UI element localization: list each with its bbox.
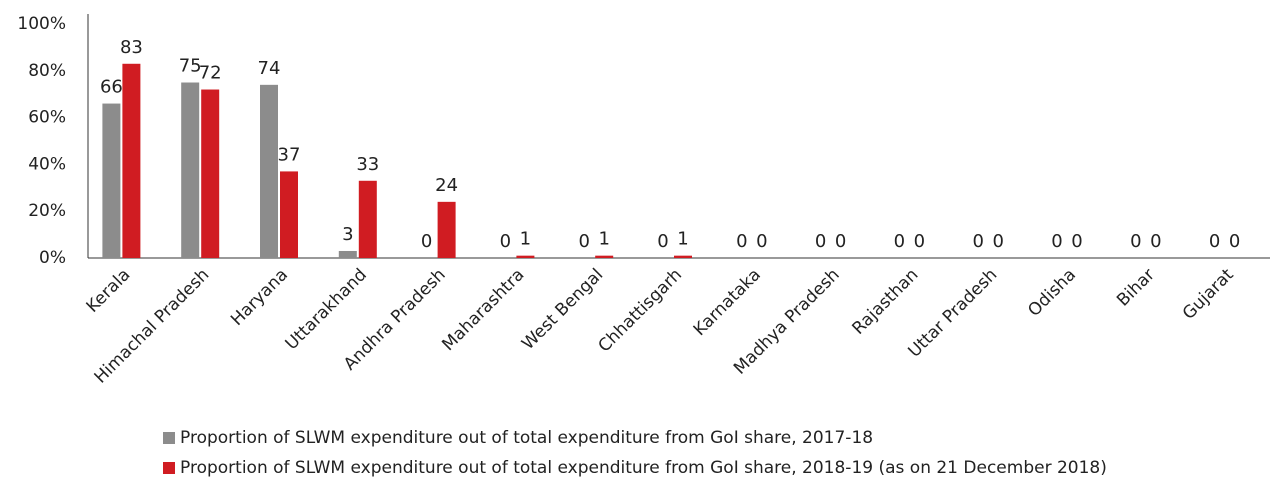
x-tick-label: Rajasthan <box>849 265 923 339</box>
bar <box>280 171 298 258</box>
data-label: 0 <box>578 231 589 252</box>
x-tick-label: Gujarat <box>1179 265 1238 324</box>
x-tick-label: Uttarakhand <box>282 265 371 354</box>
data-label: 24 <box>435 175 458 196</box>
legend-label: Proportion of SLWM expenditure out of to… <box>180 458 1107 478</box>
bar <box>122 63 141 258</box>
bar <box>674 255 692 258</box>
data-label: 0 <box>835 231 846 252</box>
data-label: 0 <box>500 231 511 252</box>
bar <box>595 255 614 258</box>
data-label: 0 <box>992 231 1003 252</box>
data-label: 0 <box>1150 231 1161 252</box>
legend-swatch <box>163 462 175 474</box>
bar <box>102 103 121 258</box>
data-label: 1 <box>677 229 688 250</box>
data-label: 0 <box>1229 231 1240 252</box>
bar <box>260 84 278 258</box>
bar <box>516 255 535 258</box>
data-label: 0 <box>815 231 826 252</box>
data-label: 33 <box>356 154 379 175</box>
x-tick-label: Maharashtra <box>438 265 528 355</box>
data-label: 0 <box>657 231 668 252</box>
data-label: 0 <box>914 231 925 252</box>
x-tick-label: West Bengal <box>518 265 607 354</box>
bar <box>181 82 200 258</box>
x-tick-label: Haryana <box>227 265 292 330</box>
data-label: 83 <box>120 37 143 58</box>
data-label: 0 <box>972 231 983 252</box>
y-tick-label: 40% <box>28 154 66 174</box>
data-label: 0 <box>1071 231 1082 252</box>
data-label: 0 <box>1130 231 1141 252</box>
data-label: 0 <box>736 231 747 252</box>
data-label: 0 <box>894 231 905 252</box>
bar <box>201 89 220 259</box>
data-label: 1 <box>520 229 531 250</box>
bar <box>358 180 377 258</box>
data-label: 0 <box>1209 231 1220 252</box>
y-tick-label: 0% <box>39 248 66 268</box>
data-label: 1 <box>598 229 609 250</box>
x-tick-label: Kerala <box>83 265 135 317</box>
y-tick-label: 100% <box>17 14 66 34</box>
data-label: 66 <box>100 77 123 98</box>
x-tick-label: Odisha <box>1024 265 1080 321</box>
legend-label: Proportion of SLWM expenditure out of to… <box>180 428 873 448</box>
x-tick-label: Bihar <box>1113 265 1159 311</box>
bar <box>437 201 456 258</box>
y-tick-label: 80% <box>28 61 66 81</box>
data-label: 0 <box>1051 231 1062 252</box>
data-label: 72 <box>199 63 222 84</box>
y-tick-label: 20% <box>28 201 66 221</box>
x-tick-label: Karnataka <box>690 265 765 340</box>
bar <box>338 250 357 258</box>
legend-swatch <box>163 432 175 444</box>
data-label: 74 <box>258 58 281 79</box>
data-label: 0 <box>421 231 432 252</box>
data-label: 75 <box>179 56 202 77</box>
data-label: 3 <box>342 224 353 245</box>
data-label: 0 <box>756 231 767 252</box>
y-tick-label: 60% <box>28 108 66 128</box>
data-label: 37 <box>278 144 301 165</box>
x-tick-label: Chhattisgarh <box>595 265 687 357</box>
